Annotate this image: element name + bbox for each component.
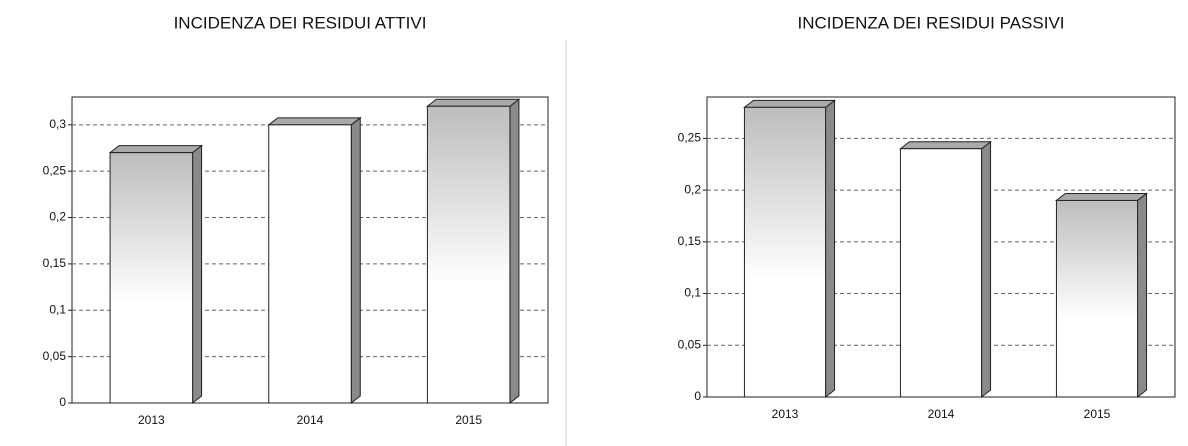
x-tick-label: 2014 [297, 413, 324, 427]
bar [268, 124, 352, 404]
x-tick-label: 2013 [772, 407, 799, 421]
bar-side [509, 98, 520, 405]
bar-side [192, 144, 203, 405]
y-tick-label: 0,05 [43, 349, 67, 363]
bar [1055, 199, 1139, 398]
y-tick-label: 0,1 [49, 302, 66, 316]
bar-top [267, 117, 362, 126]
x-tick-label: 2015 [455, 413, 482, 427]
y-tick-label: 0,3 [49, 117, 66, 131]
bar-side [1137, 192, 1148, 399]
y-tick-label: 0,1 [684, 286, 701, 300]
y-tick-label: 0,15 [43, 256, 67, 270]
x-tick-label: 2014 [928, 407, 955, 421]
bar-side [825, 99, 836, 399]
bar-top [1054, 192, 1149, 201]
y-tick-label: 0,25 [678, 131, 702, 145]
y-tick-label: 0,15 [678, 234, 702, 248]
y-tick-label: 0 [694, 389, 701, 403]
bar [426, 105, 511, 404]
y-tick-label: 0,25 [43, 163, 67, 177]
bar-top [425, 98, 521, 107]
chart-title: INCIDENZA DEI RESIDUI PASSIVI [797, 13, 1064, 32]
bar-top [108, 145, 204, 154]
bar-top [742, 99, 837, 108]
y-tick-label: 0,2 [684, 182, 701, 196]
bar [109, 152, 194, 404]
bar [743, 106, 827, 398]
bar-side [981, 140, 992, 399]
bar-side [350, 116, 361, 405]
y-tick-label: 0,2 [49, 210, 66, 224]
bar [899, 148, 983, 398]
x-tick-label: 2015 [1084, 407, 1111, 421]
y-tick-label: 0,05 [678, 337, 702, 351]
y-tick-label: 0 [59, 395, 66, 409]
bar-top [898, 141, 993, 150]
x-tick-label: 2013 [138, 413, 165, 427]
chart-title: INCIDENZA DEI RESIDUI ATTIVI [174, 13, 427, 32]
